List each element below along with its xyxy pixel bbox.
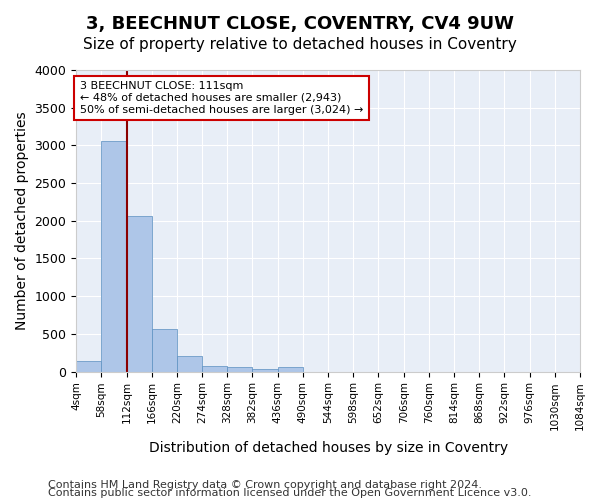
Text: Size of property relative to detached houses in Coventry: Size of property relative to detached ho… — [83, 38, 517, 52]
Y-axis label: Number of detached properties: Number of detached properties — [15, 112, 29, 330]
Bar — [76, 361, 101, 372]
Bar — [177, 356, 202, 372]
Bar — [227, 368, 253, 372]
Bar — [253, 368, 278, 372]
Text: Contains public sector information licensed under the Open Government Licence v3: Contains public sector information licen… — [48, 488, 532, 498]
Bar — [278, 368, 303, 372]
Text: Contains HM Land Registry data © Crown copyright and database right 2024.: Contains HM Land Registry data © Crown c… — [48, 480, 482, 490]
Bar — [152, 330, 177, 372]
Text: 3 BEECHNUT CLOSE: 111sqm
← 48% of detached houses are smaller (2,943)
50% of sem: 3 BEECHNUT CLOSE: 111sqm ← 48% of detach… — [80, 82, 364, 114]
Bar — [202, 366, 227, 372]
Bar — [127, 216, 152, 372]
X-axis label: Distribution of detached houses by size in Coventry: Distribution of detached houses by size … — [149, 441, 508, 455]
Text: 3, BEECHNUT CLOSE, COVENTRY, CV4 9UW: 3, BEECHNUT CLOSE, COVENTRY, CV4 9UW — [86, 15, 514, 33]
Bar — [101, 141, 127, 372]
